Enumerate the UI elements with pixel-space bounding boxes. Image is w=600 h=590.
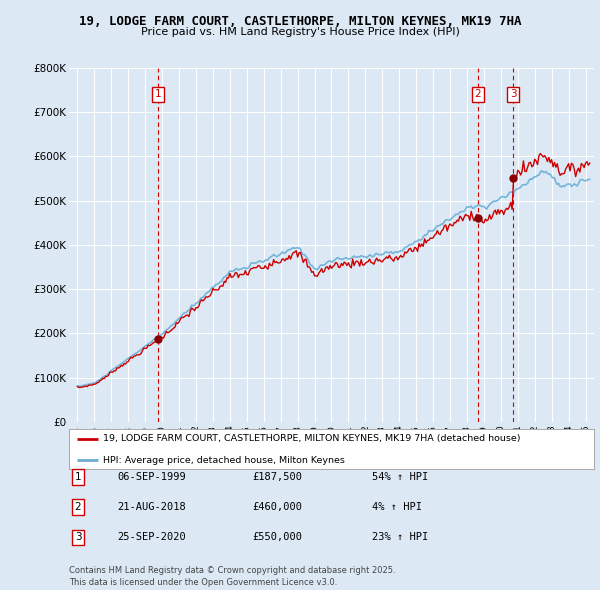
Text: 21-AUG-2018: 21-AUG-2018	[117, 503, 186, 512]
Text: 06-SEP-1999: 06-SEP-1999	[117, 472, 186, 481]
Text: 23% ↑ HPI: 23% ↑ HPI	[372, 533, 428, 542]
Text: 25-SEP-2020: 25-SEP-2020	[117, 533, 186, 542]
Text: 2: 2	[74, 503, 82, 512]
Text: £187,500: £187,500	[252, 472, 302, 481]
Text: HPI: Average price, detached house, Milton Keynes: HPI: Average price, detached house, Milt…	[103, 455, 345, 465]
Text: 4% ↑ HPI: 4% ↑ HPI	[372, 503, 422, 512]
Text: Price paid vs. HM Land Registry's House Price Index (HPI): Price paid vs. HM Land Registry's House …	[140, 27, 460, 37]
Text: 3: 3	[510, 90, 517, 99]
Text: 19, LODGE FARM COURT, CASTLETHORPE, MILTON KEYNES, MK19 7HA (detached house): 19, LODGE FARM COURT, CASTLETHORPE, MILT…	[103, 434, 521, 444]
Text: 19, LODGE FARM COURT, CASTLETHORPE, MILTON KEYNES, MK19 7HA: 19, LODGE FARM COURT, CASTLETHORPE, MILT…	[79, 15, 521, 28]
Text: 3: 3	[74, 533, 82, 542]
Text: £550,000: £550,000	[252, 533, 302, 542]
Text: Contains HM Land Registry data © Crown copyright and database right 2025.
This d: Contains HM Land Registry data © Crown c…	[69, 566, 395, 587]
Text: 1: 1	[155, 90, 161, 99]
Text: 1: 1	[74, 472, 82, 481]
Text: 2: 2	[475, 90, 481, 99]
Text: £460,000: £460,000	[252, 503, 302, 512]
Text: 54% ↑ HPI: 54% ↑ HPI	[372, 472, 428, 481]
